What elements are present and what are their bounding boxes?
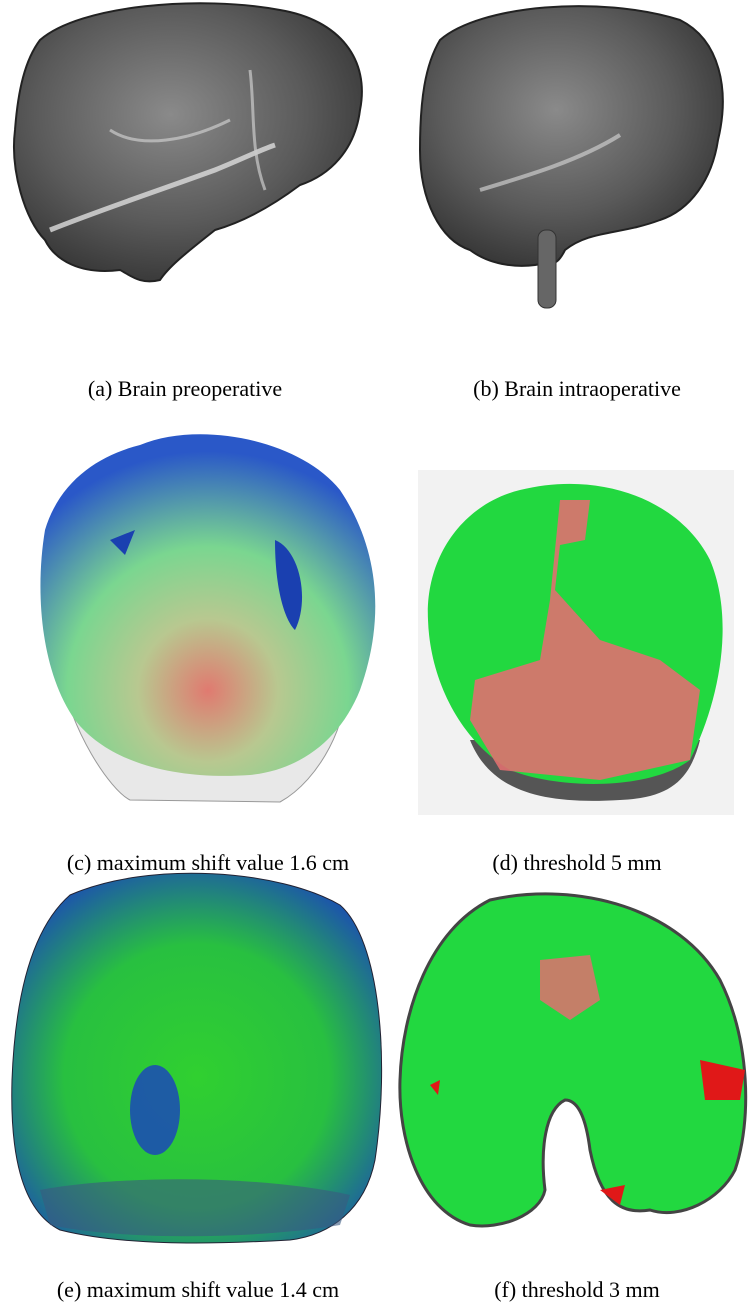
panel-a-image (14, 3, 362, 281)
shift-map (40, 434, 375, 776)
caption: (c) maximum shift value 1.6 cm (67, 850, 349, 875)
page: (a) Brain preoperative (b) Brain intraop… (0, 0, 754, 1313)
caption: (e) maximum shift value 1.4 cm (57, 1277, 339, 1302)
figure: (a) Brain preoperative (b) Brain intraop… (0, 0, 754, 1313)
brainstem (538, 230, 556, 308)
caption: (f) threshold 3 mm (494, 1277, 660, 1302)
panel-c-image (40, 434, 375, 802)
panel-f-image (400, 894, 746, 1226)
brain-render (14, 3, 362, 281)
panel-e-image (12, 873, 382, 1243)
caption: (d) threshold 5 mm (492, 850, 661, 875)
panel-b-image (420, 6, 723, 308)
caption: (a) Brain preoperative (88, 376, 282, 401)
brain-render (420, 6, 723, 266)
panel-d-image (418, 470, 734, 815)
shift-map (400, 894, 746, 1226)
shift-patch (130, 1065, 180, 1155)
mesh-base (40, 1179, 350, 1236)
caption: (b) Brain intraoperative (473, 376, 681, 401)
